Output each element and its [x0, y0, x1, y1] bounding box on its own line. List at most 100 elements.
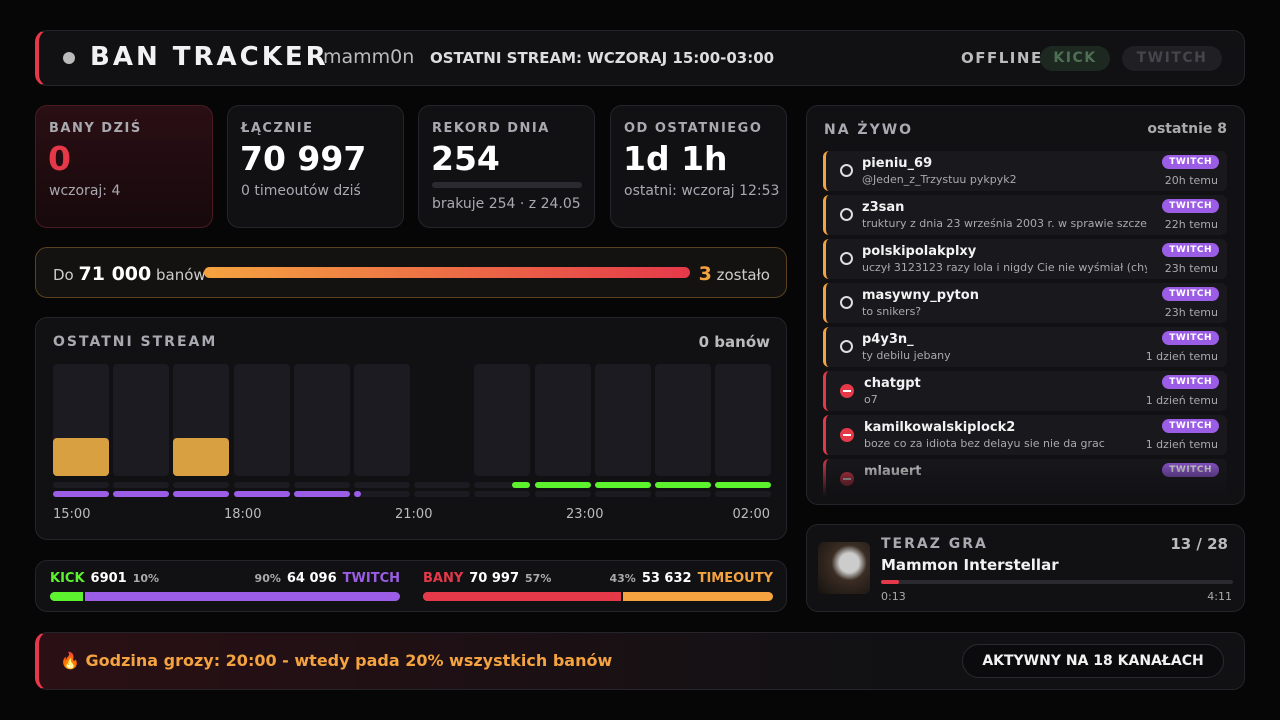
stat-value: 70 997 — [240, 139, 367, 178]
timeout-icon — [840, 296, 853, 309]
stat-card — [418, 105, 595, 228]
kick-line — [233, 491, 290, 497]
user: mamm0n — [323, 46, 415, 68]
feed-item: pieniu_69 @Jeden_z_Trzystuu pykpyk2 TWITCH… — [823, 151, 1227, 191]
title: BAN TRACKER — [90, 42, 329, 72]
left-pct: 57% — [525, 572, 552, 585]
stat-value: 1d 1h — [623, 139, 728, 178]
hour-column — [354, 364, 410, 476]
right-value: 64 096 — [286, 571, 337, 586]
hour-column — [534, 364, 591, 476]
track — [173, 482, 230, 488]
now-playing-panel — [806, 524, 1245, 612]
twitch-line — [655, 482, 711, 488]
hour-column — [233, 364, 290, 476]
stat-sub: wczoraj: 4 — [49, 183, 121, 199]
feed-badge: TWITCH — [1162, 287, 1219, 301]
feed-user: kamilkowalskiplock2 — [864, 420, 1016, 435]
track-position: 13 / 28 — [1170, 535, 1228, 553]
track — [594, 491, 651, 497]
track — [293, 482, 350, 488]
x-label: 02:00 — [732, 507, 770, 522]
stat-label: REKORD DNIA — [432, 121, 550, 136]
kick-line — [293, 491, 350, 497]
timeout-icon — [840, 208, 853, 221]
left-value: 6901 — [90, 571, 127, 586]
x-label: 21:00 — [395, 507, 433, 522]
feed-message: to snikers? — [862, 305, 922, 318]
track — [113, 482, 170, 488]
ban-block — [173, 438, 230, 476]
feed-message: truktury z dnia 23 września 2003 r. w sp… — [862, 217, 1147, 230]
feed-item: z3san truktury z dnia 23 września 2003 r.… — [823, 195, 1227, 235]
track-progress-fill — [881, 580, 899, 584]
hour-column — [594, 364, 651, 476]
feed-user: z3san — [862, 200, 905, 215]
goal-target: 71 000 — [78, 263, 152, 285]
track-progress — [881, 580, 1233, 584]
feed-message: ty debilu jebany — [862, 349, 951, 362]
feed-badge: TWITCH — [1162, 199, 1219, 213]
track — [414, 491, 471, 497]
ban-icon-bar — [843, 434, 851, 436]
feed-item: p4y3n_ ty debilu jebany TWITCH 1 dzień temu — [823, 327, 1227, 367]
track — [534, 491, 591, 497]
feed-user: pieniu_69 — [862, 156, 933, 171]
right-pct: 90% — [254, 572, 281, 585]
live-count: ostatnie 8 — [1147, 121, 1227, 137]
x-label: 18:00 — [224, 507, 262, 522]
feed-badge: TWITCH — [1162, 243, 1219, 257]
twitch-button[interactable]: TWITCH — [1122, 46, 1222, 71]
timeout-icon — [840, 252, 853, 265]
stat-value: 254 — [431, 139, 500, 178]
feed-time: 22h temu — [1164, 218, 1218, 231]
twitch-line — [512, 482, 531, 488]
fade — [807, 455, 1244, 504]
feed-user: p4y3n_ — [862, 332, 914, 347]
split-bar — [423, 592, 773, 601]
left-name: KICK — [50, 571, 85, 586]
track — [474, 482, 531, 488]
stream-info: OSTATNI STREAM: WCZORAJ 15:00-03:00 — [430, 49, 775, 67]
stat-card — [35, 105, 213, 228]
right-pct: 43% — [609, 572, 636, 585]
thumbnail — [818, 542, 870, 594]
feed-time: 23h temu — [1164, 306, 1218, 319]
track — [474, 491, 531, 497]
feed-badge: TWITCH — [1162, 155, 1219, 169]
stat-card — [227, 105, 404, 228]
channels-badge: AKTYWNY NA 18 KANAŁACH — [962, 644, 1224, 678]
timeout-icon — [840, 164, 853, 177]
split-left — [50, 592, 85, 601]
feed-message: o7 — [864, 393, 878, 406]
goal-text: Do 71 000 banów — [53, 263, 206, 285]
kick-line — [113, 491, 170, 497]
right-name: TWITCH — [342, 571, 400, 586]
twitch-line — [594, 482, 651, 488]
live-title: NA ŻYWO — [824, 122, 914, 138]
goal-prefix: Do — [53, 266, 74, 284]
goal-left: 3 zostało — [699, 263, 770, 285]
left-pct: 10% — [132, 572, 160, 585]
feed-user: chatgpt — [864, 376, 921, 391]
x-label: 15:00 — [53, 507, 91, 522]
stat-sub: 0 timeoutów dziś — [241, 183, 361, 199]
feed-time: 23h temu — [1164, 262, 1218, 275]
feed-message: boze co za idiota bez delayu sie nie da … — [864, 437, 1105, 450]
split-panel — [35, 560, 787, 612]
goal-left-value: 3 — [698, 263, 712, 285]
track — [354, 482, 410, 488]
twitch-line — [534, 482, 591, 488]
feed-item: chatgpt o7 TWITCH 1 dzień temu — [823, 371, 1227, 411]
kick-button[interactable]: KICK — [1040, 46, 1110, 71]
timeout-icon — [840, 340, 853, 353]
stat-label: OD OSTATNIEGO — [624, 121, 763, 136]
split-row: KICK 6901 10% 90% 64 096 TWITCH — [50, 571, 400, 586]
goal-bar — [204, 267, 690, 278]
hour-column — [113, 364, 170, 476]
kick-line — [173, 491, 230, 497]
feed-user: masywny_pyton — [862, 288, 979, 303]
feed-user: polskipolakplxy — [862, 244, 977, 259]
right-value: 53 632 — [641, 571, 692, 586]
